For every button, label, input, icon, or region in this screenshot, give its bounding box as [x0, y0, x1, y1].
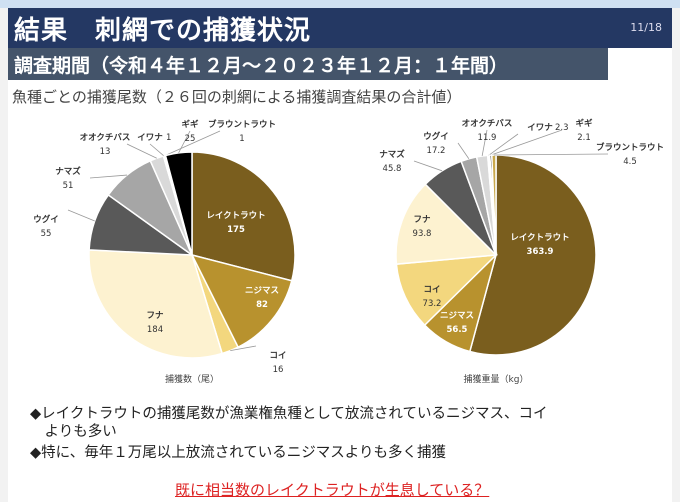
slice-value: 82: [256, 300, 268, 310]
chart-caption: 魚種ごとの捕獲尾数（２６回の刺網による捕獲調査結果の合計値）: [12, 88, 462, 106]
survey-period: 調査期間（令和４年１２月～２０２３年１２月：１年間）: [14, 55, 509, 77]
pie-slice: [88, 249, 224, 359]
pie-slice: [395, 254, 499, 327]
slide-title: 結果 刺網での捕獲状況: [14, 16, 312, 46]
slice-label: レイクトラウト: [206, 210, 265, 221]
slice-value: 4.5: [623, 157, 637, 167]
slice-label: ニジマス: [440, 311, 474, 321]
slice-value: 17.2: [427, 146, 446, 156]
bullet-1-cont: よりも多い: [30, 424, 117, 440]
slice-label: イワナ: [137, 133, 163, 143]
pie-slice: [395, 183, 498, 265]
slice-value: 73.2: [423, 299, 442, 309]
slice-value: 2.3: [555, 123, 569, 133]
slice-value: 25: [185, 134, 196, 144]
slice-value: 1: [166, 133, 171, 143]
pie-slice: [191, 151, 296, 282]
chart-title: 捕獲重量（kg）: [464, 373, 529, 385]
slice-label: コイ: [423, 285, 440, 295]
leader-line: [164, 130, 221, 156]
slice-value: 1: [239, 134, 244, 144]
page-number: 11/18: [630, 21, 662, 34]
leader-line: [457, 142, 470, 159]
leader-line: [488, 133, 519, 156]
slice-value: 16: [273, 365, 284, 375]
bullet-1: ◆レイクトラウトの捕獲尾数が漁業権魚種として放流されているニジマス、コイ: [30, 406, 548, 422]
slice-value: 13: [100, 147, 111, 157]
pie-slice: [164, 151, 193, 256]
slice-value: 51: [63, 181, 74, 191]
leader-line: [413, 160, 443, 172]
chart-title: 捕獲数（尾）: [165, 373, 219, 385]
pie-slice: [468, 154, 597, 356]
slice-label: コイ: [269, 351, 286, 361]
slice-label: ウグイ: [423, 131, 449, 142]
slice-value: 93.8: [413, 229, 432, 239]
slice-value: 175: [227, 225, 245, 235]
slice-label: ブラウントラウト: [208, 119, 276, 130]
slice-label: ウグイ: [33, 214, 59, 225]
slice-label: ナマズ: [379, 149, 405, 160]
leader-line: [178, 130, 191, 154]
leader-line: [89, 174, 128, 179]
slice-label: フナ: [413, 215, 431, 225]
subtitle-bar: 調査期間（令和４年１２月～２０２３年１２月：１年間）: [8, 48, 608, 80]
slice-label: フナ: [146, 311, 164, 321]
slice-label: ギギ: [181, 119, 199, 130]
leader-line: [493, 153, 609, 156]
slice-label: ナマズ: [55, 166, 81, 177]
slice-value: 45.8: [383, 164, 402, 174]
slice-value: 55: [41, 229, 52, 239]
top-strip: [0, 0, 680, 8]
leader-line: [230, 345, 257, 352]
pie-slice: [190, 253, 293, 349]
leader-line: [481, 129, 488, 157]
leader-line: [490, 129, 563, 156]
conclusion-text: 既に相当数のレイクトラウトが生息している？: [175, 481, 490, 499]
slice-value: 363.9: [527, 247, 554, 257]
leader-line: [126, 143, 157, 159]
slice-value: 11.9: [478, 133, 497, 143]
slice-label: オオクチバス: [80, 132, 131, 143]
slice-value: 56.5: [447, 325, 468, 335]
slice-label: レイクトラウト: [510, 232, 569, 243]
slice-value: 2.1: [577, 133, 591, 143]
title-bar: 結果 刺網での捕獲状況 11/18: [8, 8, 672, 48]
leader-line: [67, 209, 95, 222]
slice-label: ギギ: [575, 118, 593, 129]
slice-label: ブラウントラウト: [596, 142, 664, 153]
bullet-2: ◆特に、毎年１万尾以上放流されているニジマスよりも多く捕獲: [30, 445, 446, 461]
slice-value: 184: [147, 325, 163, 335]
slice-label: イワナ: [527, 123, 553, 133]
leader-line: [149, 143, 165, 157]
slice-label: ニジマス: [245, 286, 279, 296]
slice-label: オオクチバス: [462, 118, 513, 129]
